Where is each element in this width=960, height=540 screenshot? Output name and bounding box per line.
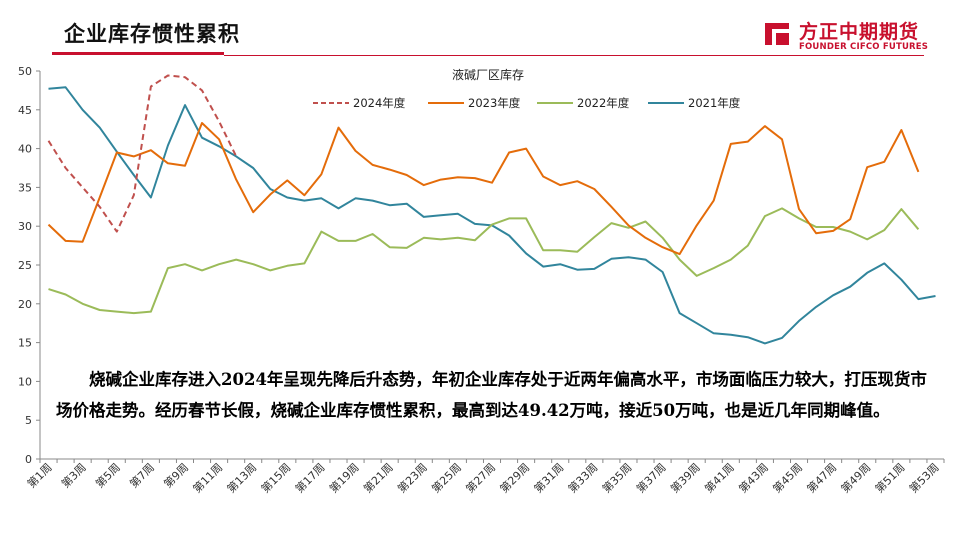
x-tick-label: 第33周: [565, 460, 600, 495]
series-layer: [47, 74, 936, 345]
x-axis: 第1周 第3周 第5周 第7周 第9周 第11周 第13周 第15周 第17周 第19周 第21周第…: [24, 458, 945, 496]
x-tick-label: 第7周: [127, 460, 157, 490]
chart-legend: 2024年度 2023年度 2022年度 2021年度: [313, 96, 741, 110]
x-tick-label: 第23周: [395, 460, 430, 495]
header-divider: [224, 55, 924, 56]
x-tick-label: 第43周: [736, 460, 771, 495]
x-tick-label: 第11周: [190, 460, 225, 495]
brand-logo: 方正中期期货 FOUNDER CIFCO FUTURES: [762, 17, 932, 55]
x-tick-label: 第49周: [838, 460, 873, 495]
x-tick-label: 第37周: [633, 460, 668, 495]
page-title: 企业库存惯性累积: [64, 22, 240, 46]
series-line-2024年度: [47, 74, 238, 233]
legend-label: 2021年度: [688, 96, 741, 110]
x-tick-label: 第41周: [702, 460, 737, 495]
chart-title: 液碱厂区库存: [452, 67, 524, 82]
y-tick-label: 15: [18, 337, 32, 350]
y-tick-label: 40: [18, 143, 32, 156]
y-tick-label: 0: [25, 453, 32, 466]
x-tick-label: 第9周: [161, 460, 191, 490]
y-tick-label: 25: [18, 259, 32, 272]
y-axis: 0 5 10 15 20 25 30 35 40 45 50: [18, 65, 41, 466]
x-tick-label: 第51周: [872, 460, 907, 495]
legend-label: 2023年度: [468, 96, 521, 110]
x-tick-label: 第31周: [531, 460, 566, 495]
x-tick-label: 第21周: [360, 460, 395, 495]
x-tick-label: 第15周: [258, 460, 293, 495]
y-tick-label: 20: [18, 298, 32, 311]
annotation-text: 烧碱企业库存进入2024年呈现先降后升态势，年初企业库存处于近两年偏高水平，市场…: [56, 364, 940, 426]
y-tick-label: 5: [25, 414, 32, 427]
legend-label: 2024年度: [353, 96, 406, 110]
logo-text-cn: 方正中期期货: [799, 21, 920, 43]
title-underline: [52, 52, 224, 55]
logo-text-en: FOUNDER CIFCO FUTURES: [799, 42, 929, 52]
x-tick-label: 第29周: [497, 460, 532, 495]
x-tick-label: 第5周: [92, 460, 122, 490]
x-tick-label: 第13周: [224, 460, 259, 495]
x-tick-label: 第53周: [906, 460, 941, 495]
y-tick-label: 30: [18, 220, 32, 233]
x-tick-label: 第35周: [599, 460, 634, 495]
slide-header: 企业库存惯性累积 方正中期期货 FOUNDER CIFCO FUTURES: [0, 0, 960, 60]
x-tick-label: 第39周: [667, 460, 702, 495]
series-line-2022年度: [48, 207, 920, 315]
y-tick-label: 50: [18, 65, 32, 78]
x-tick-label: 第3周: [58, 460, 88, 490]
series-line-2023年度: [47, 122, 920, 256]
y-tick-label: 45: [18, 104, 32, 117]
y-tick-label: 35: [18, 181, 32, 194]
x-tick-label: 第47周: [804, 460, 839, 495]
legend-label: 2022年度: [577, 96, 630, 110]
x-tick-label: 第25周: [429, 460, 464, 495]
x-tick-label: 第19周: [326, 460, 361, 495]
x-tick-label: 第45周: [770, 460, 805, 495]
x-tick-label: 第17周: [292, 460, 327, 495]
x-tick-label: 第27周: [463, 460, 498, 495]
y-tick-label: 10: [18, 375, 32, 388]
logo-mark-icon: [765, 23, 789, 45]
